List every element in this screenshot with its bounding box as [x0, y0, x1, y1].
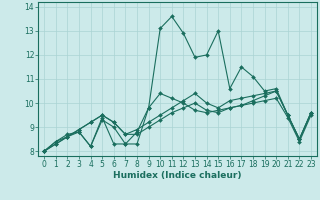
X-axis label: Humidex (Indice chaleur): Humidex (Indice chaleur)	[113, 171, 242, 180]
